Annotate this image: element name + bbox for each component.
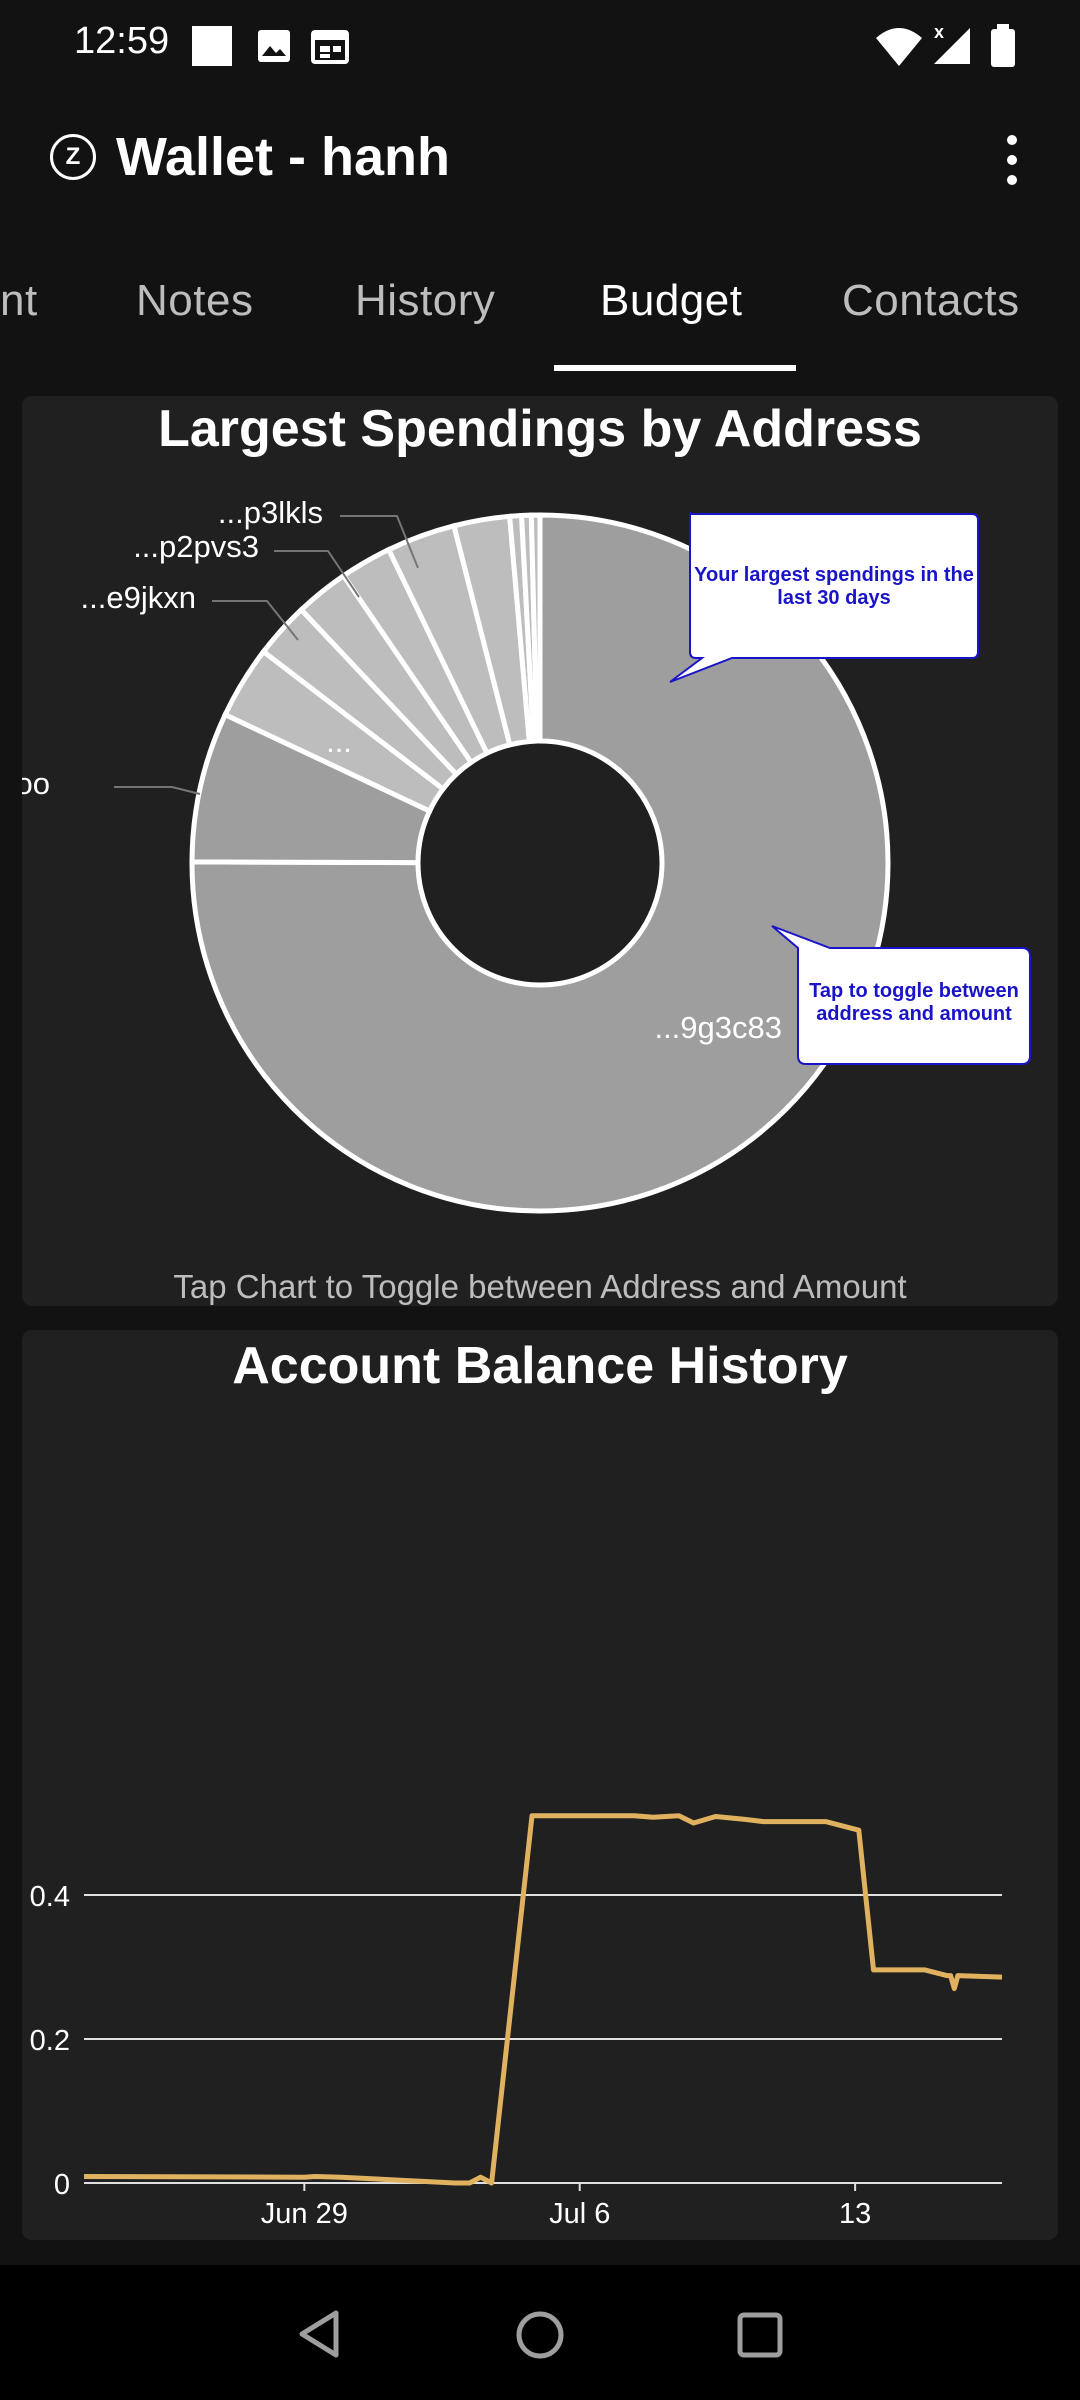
- navigation-bar: [0, 2265, 1080, 2400]
- x-tick-label: Jun 29: [261, 2198, 348, 2230]
- tab-history[interactable]: History: [355, 276, 496, 325]
- status-bar: 12:59 x: [0, 0, 1080, 90]
- tab-indicator: [554, 365, 796, 371]
- white-square-icon: [192, 26, 232, 66]
- x-tick-label: 13: [839, 2198, 871, 2230]
- pie-label: ...9g3c83: [654, 1010, 782, 1045]
- app-title: Wallet - hanh: [116, 127, 450, 187]
- pie-slice[interactable]: [528, 512, 543, 744]
- pie-slice[interactable]: [189, 512, 891, 1214]
- tab-contacts[interactable]: Contacts: [842, 276, 1020, 325]
- pie-label: 9LLoo: [22, 766, 50, 801]
- y-tick-label: 0.4: [30, 1881, 70, 1913]
- pie-leader-line: [274, 550, 360, 598]
- pie-leader-line: [212, 600, 299, 641]
- calendar-icon: [311, 30, 349, 64]
- balance-series-line: [83, 1813, 1003, 2186]
- x-tick-label: Jul 6: [549, 2198, 610, 2230]
- tooltip-bottom-line-2: address and amount: [816, 1003, 1012, 1025]
- balance-title: Account Balance History: [232, 1337, 848, 1395]
- spendings-title: Largest Spendings by Address: [158, 400, 922, 458]
- tooltip-toggle-hint: Tap to toggle between address and amount: [771, 925, 1031, 1065]
- image-icon: [258, 30, 290, 62]
- more-options-button[interactable]: [992, 130, 1032, 190]
- svg-text:x: x: [934, 22, 944, 42]
- recents-icon[interactable]: [736, 2311, 784, 2359]
- pie-leader-line: [114, 786, 201, 795]
- tooltip-top-line-1: Your largest spendings in the: [694, 564, 974, 586]
- status-time: 12:59: [74, 20, 170, 62]
- signal-x-icon: x: [934, 22, 970, 64]
- balance-card: Account Balance History 0 0.2 0.4 Jun 29 Jul…: [22, 1330, 1058, 2240]
- home-icon[interactable]: [514, 2309, 566, 2361]
- pie-label: ...p2pvs3: [133, 529, 259, 564]
- battery-icon: [991, 24, 1015, 67]
- wifi-icon: [876, 28, 922, 66]
- tab-bar: nt Notes History Budget Contacts: [0, 240, 1080, 372]
- pie-label: ...p3lkls: [218, 495, 323, 530]
- tooltip-bottom-line-1: Tap to toggle between: [809, 980, 1019, 1002]
- tab-partial[interactable]: nt: [0, 276, 38, 325]
- pie-label: ...: [326, 724, 352, 759]
- balance-line-chart[interactable]: 0 0.2 0.4 Jun 29 Jul 6 13: [22, 1330, 1058, 2240]
- back-icon[interactable]: [296, 2309, 344, 2359]
- tab-notes[interactable]: Notes: [136, 276, 254, 325]
- y-tick-label: 0.2: [30, 2025, 70, 2057]
- app-logo: Z: [50, 134, 96, 180]
- more-vertical-icon: [1007, 135, 1017, 185]
- spendings-card: Largest Spendings by Address ...9g3c83 9L…: [22, 396, 1058, 1306]
- pie-leader-line: [340, 515, 419, 569]
- tab-budget[interactable]: Budget: [600, 276, 743, 325]
- spendings-caption: Tap Chart to Toggle between Address and …: [173, 1268, 907, 1305]
- spendings-donut-chart[interactable]: ...9g3c83 9LLoo... ...e9jkxn ...p2pvs3...p3…: [22, 396, 1058, 1256]
- pie-label: ...e9jkxn: [81, 580, 196, 615]
- tooltip-largest-spendings: Your largest spendings in the last 30 da…: [669, 511, 979, 683]
- y-tick-label: 0: [54, 2169, 70, 2201]
- tooltip-top-line-2: last 30 days: [777, 587, 890, 609]
